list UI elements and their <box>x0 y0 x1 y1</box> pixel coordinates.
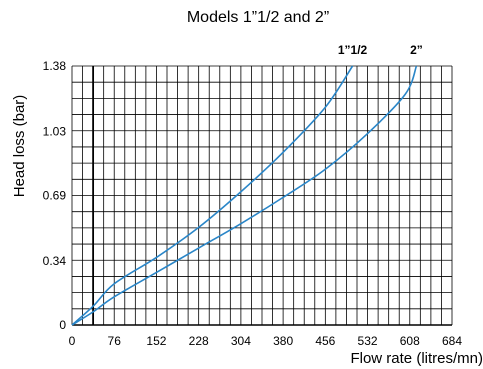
x-tick-label: 152 <box>146 334 166 348</box>
y-tick-label: 1.03 <box>43 125 67 139</box>
x-tick-label: 304 <box>231 334 251 348</box>
x-tick-label: 532 <box>358 334 378 348</box>
y-tick-label: 0.69 <box>43 189 67 203</box>
x-tick-label: 380 <box>273 334 293 348</box>
series-line-2 <box>71 65 418 326</box>
y-tick-labels: 0 0.34 0.69 1.03 1.38 <box>43 59 67 332</box>
x-tick-label: 0 <box>69 334 76 348</box>
y-tick-label: 0.34 <box>43 254 67 268</box>
x-tick-labels: 0 76 152 228 304 380 456 532 608 684 <box>69 334 463 348</box>
y-tick-label: 0 <box>59 318 66 332</box>
y-tick-label: 1.38 <box>43 59 67 73</box>
series-label-2: 2” <box>410 43 423 57</box>
x-tick-label: 76 <box>108 334 122 348</box>
y-axis-title: Head loss (bar) <box>11 95 28 198</box>
x-axis-title: Flow rate (litres/mn) <box>350 350 483 367</box>
series-labels: 1”1/2 2” <box>338 43 423 57</box>
axes <box>72 66 452 326</box>
grid <box>71 65 453 326</box>
series-line-1 <box>71 65 354 326</box>
series-label-1: 1”1/2 <box>338 43 368 57</box>
x-tick-label: 456 <box>315 334 335 348</box>
chart-title: Models 1”1/2 and 2” <box>187 9 329 26</box>
series-layer <box>71 65 418 326</box>
x-tick-label: 608 <box>400 334 420 348</box>
x-tick-label: 684 <box>442 334 462 348</box>
x-tick-label: 228 <box>189 334 209 348</box>
